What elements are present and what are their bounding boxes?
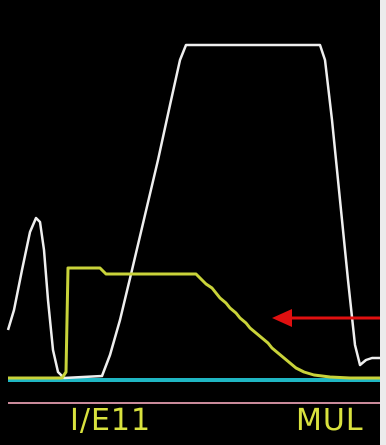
white-waveform-trace	[6, 43, 380, 380]
right-edge-border	[380, 0, 386, 445]
mode-label: I/E11	[70, 403, 152, 438]
yellow-waveform-trace	[8, 266, 380, 380]
red-arrow-indicator	[272, 309, 386, 327]
type-label: MUL	[296, 403, 364, 438]
